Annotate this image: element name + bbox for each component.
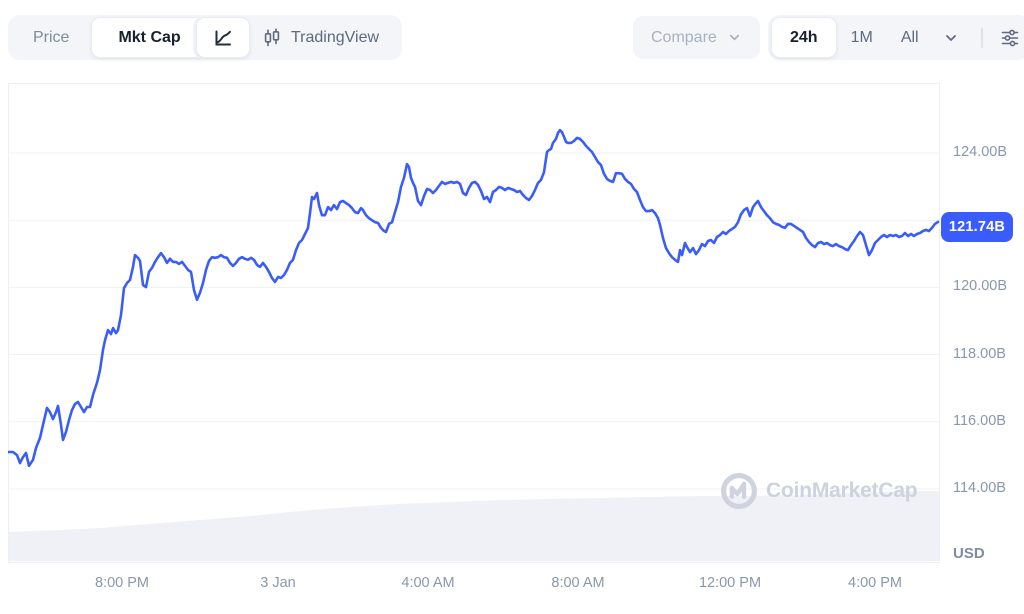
tradingview-label: TradingView	[291, 28, 380, 46]
market-cap-line-chart[interactable]	[8, 83, 940, 563]
line-chart-type-button[interactable]	[196, 17, 250, 58]
tab-mkt-cap[interactable]: Mkt Cap	[91, 17, 208, 58]
current-value-badge: 121.74B	[941, 212, 1013, 242]
chart-settings-button[interactable]	[993, 18, 1024, 57]
market-cap-series-line	[8, 128, 940, 468]
toolbar-divider	[980, 27, 983, 48]
chevron-down-icon	[727, 30, 742, 45]
compare-label: Compare	[651, 28, 717, 46]
line-chart-icon	[212, 27, 234, 49]
x-axis-tick-label: 8:00 AM	[551, 575, 605, 591]
x-axis-tick-label: 4:00 AM	[401, 575, 455, 591]
y-axis-tick-label: 118.00B	[953, 345, 1006, 362]
y-axis-tick-label: 120.00B	[953, 278, 1008, 295]
sliders-icon	[999, 27, 1021, 49]
compare-button[interactable]: Compare	[633, 16, 760, 59]
axis-unit-label: USD	[953, 545, 985, 562]
candlestick-icon	[262, 27, 282, 48]
metric-toggle: Price Mkt Cap	[8, 15, 211, 60]
range-all-button[interactable]: All	[900, 28, 919, 46]
range-selector: 24h 1M All	[768, 15, 1024, 60]
x-axis-tick-label: 8:00 PM	[95, 575, 149, 591]
chevron-down-icon	[943, 30, 959, 46]
y-axis-tick-label: 124.00B	[953, 144, 1008, 160]
range-more-button[interactable]	[933, 18, 969, 57]
x-axis-tick-label: 4:00 PM	[848, 575, 902, 591]
x-axis-tick-label: 12:00 PM	[698, 575, 762, 591]
volume-area	[8, 491, 940, 561]
y-axis-tick-label: 116.00B	[953, 412, 1006, 429]
range-1m-button[interactable]: 1M	[850, 28, 873, 46]
tradingview-button[interactable]: TradingView	[250, 18, 399, 57]
y-axis-tick-label: 114.00B	[953, 480, 1006, 496]
tab-price[interactable]: Price	[33, 28, 70, 46]
chart-type-toggle: TradingView	[193, 15, 403, 60]
x-axis-tick-label: 3 Jan	[260, 575, 296, 591]
range-24h-button[interactable]: 24h	[771, 17, 837, 58]
